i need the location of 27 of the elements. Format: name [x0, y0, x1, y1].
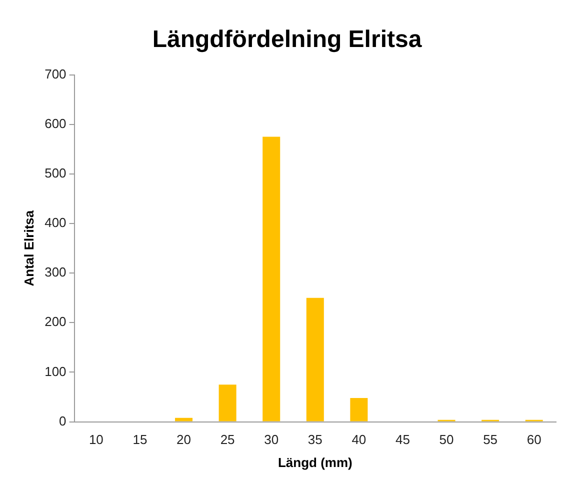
bar [218, 384, 236, 422]
x-tick-label: 25 [220, 432, 235, 448]
bar [306, 298, 324, 422]
chart-title: Längdfördelning Elritsa [152, 26, 422, 54]
x-tick-label: 35 [308, 432, 322, 448]
x-tick-label: 60 [526, 432, 542, 448]
y-tick-label: 400 [44, 215, 66, 230]
x-tick-label: 15 [132, 432, 148, 448]
bar [262, 136, 280, 422]
x-tick-label: 50 [439, 432, 454, 448]
bar [350, 398, 368, 422]
bar [175, 418, 193, 422]
y-tick-label: 0 [59, 413, 66, 428]
x-tick-label: 30 [264, 432, 279, 448]
x-tick-label: 20 [176, 432, 192, 448]
x-tick-label: 55 [483, 432, 498, 448]
x-tick-label: 45 [395, 432, 410, 448]
y-tick-label: 200 [44, 314, 66, 330]
x-axis-title: Längd (mm) [278, 454, 352, 470]
y-tick-label: 300 [44, 264, 66, 280]
y-tick-label: 100 [44, 364, 66, 379]
y-tick-label: 700 [44, 66, 66, 82]
y-tick-label: 600 [44, 116, 66, 131]
y-axis-title: Antal Elritsa [21, 210, 36, 286]
x-tick-label: 40 [352, 432, 366, 448]
y-tick-label: 500 [44, 166, 66, 181]
x-tick-label: 10 [88, 432, 104, 448]
